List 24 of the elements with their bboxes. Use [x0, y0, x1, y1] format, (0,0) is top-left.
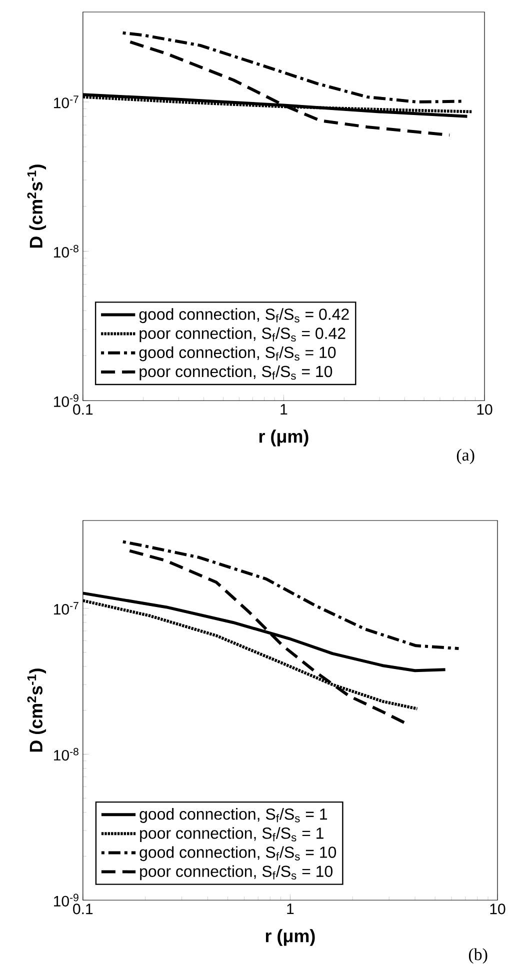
- legend-label: poor connection, S$_{f}$/S$_{s}$ = 0.42: [140, 327, 346, 342]
- y-tick-label: 10$^{-7}$: [54, 602, 78, 615]
- legend-label: good connection, S$_{f}$/S$_{s}$ = 1: [140, 808, 327, 823]
- y-axis-title: D (cm$^{2}$s$^{-1}$): [27, 164, 46, 248]
- x-axis-title: r (μm): [266, 929, 315, 946]
- legend-label: good connection, S$_{f}$/S$_{s}$ = 10: [140, 846, 336, 862]
- legend-label: good connection, S$_{f}$/S$_{s}$ = 10: [139, 346, 336, 362]
- text: (a): [456, 448, 474, 464]
- x-tick-label: 1: [287, 904, 294, 914]
- y-axis-title: D (cm$^{2}$s$^{-1}$): [27, 668, 46, 752]
- x-tick-label: 10: [477, 404, 492, 415]
- legend-label: poor connection, S$_{f}$/S$_{s}$ = 1: [140, 827, 324, 842]
- legend-label: poor connection, S$_{f}$/S$_{s}$ = 10: [140, 865, 332, 880]
- legend-label: good connection, S$_{f}$/S$_{s}$ = 0.42: [139, 308, 349, 324]
- y-tick-label: 10$^{-7}$: [54, 96, 78, 108]
- y-tick-label: 10$^{-8}$: [54, 748, 78, 761]
- legend-label: poor connection, S$_{f}$/S$_{s}$ = 10: [140, 365, 332, 380]
- x-tick-label: 1: [280, 404, 288, 414]
- x-tick-label: 10: [490, 904, 506, 914]
- x-tick-label: 0.1: [73, 404, 93, 415]
- x-axis-title: r (μm): [259, 430, 308, 446]
- x-tick-label: 0.1: [73, 904, 93, 914]
- text: (b): [468, 948, 488, 964]
- y-tick-label: 10$^{-8}$: [54, 244, 78, 258]
